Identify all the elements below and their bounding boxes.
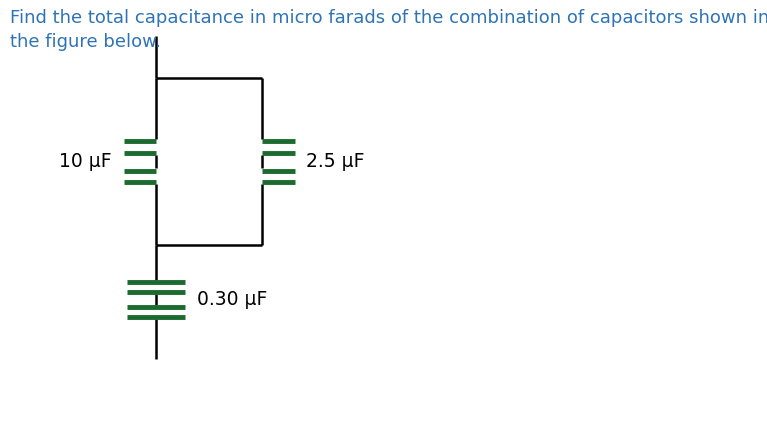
Text: 2.5 μF: 2.5 μF: [306, 152, 365, 171]
Text: 0.30 μF: 0.30 μF: [197, 290, 268, 309]
Text: 10 μF: 10 μF: [59, 152, 112, 171]
Text: Find the total capacitance in micro farads of the combination of capacitors show: Find the total capacitance in micro fara…: [10, 9, 767, 50]
